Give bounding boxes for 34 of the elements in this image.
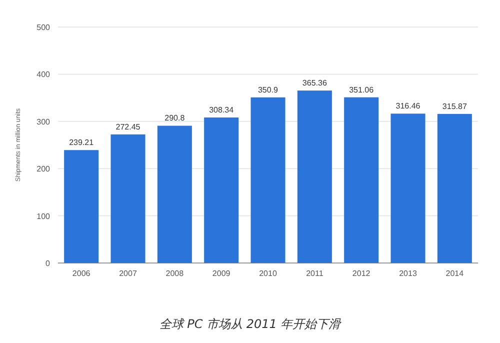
x-tick-label: 2012 [352,269,371,278]
data-label: 365.36 [302,78,328,88]
bar [110,134,146,263]
x-tick-label: 2010 [259,269,278,278]
text: 全球 PC 市场从 2011 年开始下滑 [159,317,342,331]
data-label: 290.8 [164,114,186,123]
x-tick-label: 2013 [399,269,418,278]
x-tick-label: 2011 [306,269,324,278]
y-tick-label: 500 [36,23,51,32]
bar [157,126,192,263]
bar [204,117,239,263]
bar [250,97,286,263]
x-tick-label: 2008 [166,269,184,278]
data-label: 351.06 [349,85,374,94]
data-label: 350.9 [258,85,279,94]
bar [390,114,426,263]
bar [64,150,99,263]
y-tick-label: 300 [36,117,51,126]
y-tick-label: 200 [36,164,51,174]
x-tick-label: 2014 [446,269,464,278]
data-label: 315.87 [442,102,468,111]
y-tick-label: 400 [36,70,51,80]
data-label: 272.45 [116,122,141,132]
x-tick-label: 2007 [119,269,138,278]
data-label: 239.21 [69,138,94,148]
data-label: 308.34 [209,105,234,114]
bar [297,90,332,263]
x-tick-label: 2006 [72,269,91,278]
y-tick-label: 100 [36,212,51,221]
x-tick-label: 2009 [212,269,231,278]
bar [437,114,472,263]
data-label: 316.46 [396,102,421,111]
y-tick-label: 0 [46,259,51,268]
bar [344,97,379,263]
